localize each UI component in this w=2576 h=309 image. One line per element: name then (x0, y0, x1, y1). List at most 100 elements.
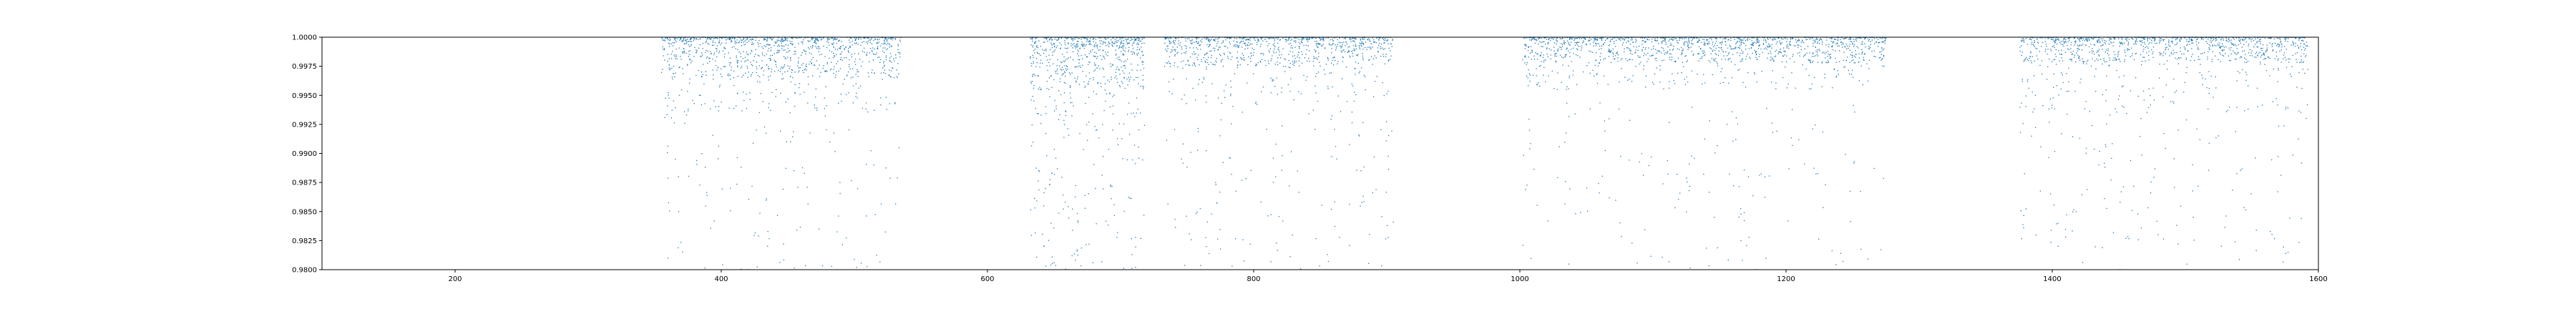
data-point (2114, 54, 2116, 55)
data-point (1554, 55, 1556, 57)
data-point (683, 48, 684, 49)
data-point (2114, 108, 2116, 109)
data-point (1129, 79, 1131, 80)
data-point (2106, 75, 2107, 77)
data-point (868, 37, 869, 39)
data-point (2283, 52, 2285, 54)
data-point (1629, 49, 1631, 51)
data-point (2194, 36, 2195, 39)
data-point (2113, 41, 2114, 43)
data-point (784, 37, 786, 39)
data-point (689, 38, 691, 39)
data-point (789, 49, 791, 52)
data-point (1815, 55, 1817, 57)
data-point (1383, 42, 1385, 44)
data-point (1784, 54, 1785, 56)
data-point (1603, 44, 1604, 46)
data-point (1741, 49, 1742, 51)
data-point (1343, 38, 1345, 39)
data-point (2098, 50, 2099, 52)
data-point (1245, 45, 1246, 46)
data-point (1216, 58, 1217, 59)
data-point (1123, 45, 1125, 46)
data-point (2198, 42, 2200, 44)
data-point (2191, 56, 2192, 57)
data-point (1317, 46, 1319, 48)
data-point (1094, 46, 1096, 47)
data-point (1111, 41, 1113, 43)
data-point (1621, 58, 1623, 59)
data-point (2263, 54, 2265, 56)
data-point (1556, 89, 1558, 90)
data-point (1056, 45, 1058, 46)
data-point (879, 62, 881, 63)
data-point (769, 37, 770, 39)
data-point (2242, 50, 2243, 52)
data-point (1213, 39, 1214, 41)
data-point (889, 103, 890, 104)
data-point (1114, 39, 1116, 41)
data-point (855, 39, 857, 41)
data-point (1361, 43, 1362, 44)
data-point (789, 68, 790, 69)
data-point (696, 38, 697, 39)
data-point (741, 41, 742, 43)
data-point (1536, 75, 1537, 77)
data-point (2299, 37, 2301, 39)
data-point (1197, 59, 1199, 61)
data-point (718, 52, 720, 54)
data-point (1263, 54, 1264, 56)
data-point (1313, 58, 1314, 59)
data-point (1741, 39, 1742, 41)
data-point (1312, 61, 1314, 62)
data-point (784, 39, 786, 41)
data-point (1342, 61, 1343, 62)
data-point (2140, 37, 2142, 39)
data-point (2041, 60, 2043, 62)
data-point (2278, 45, 2280, 46)
data-point (761, 60, 763, 62)
data-point (787, 47, 789, 49)
data-point (1664, 39, 1666, 40)
data-point (839, 68, 841, 69)
data-point (701, 52, 703, 54)
data-point (1270, 92, 1272, 94)
data-point (1311, 37, 1312, 39)
data-point (2298, 38, 2300, 39)
data-point (1566, 54, 1567, 55)
data-point (1717, 63, 1718, 64)
data-point (749, 53, 751, 54)
data-point (849, 46, 851, 48)
data-point (1201, 82, 1204, 83)
data-point (2117, 52, 2119, 54)
data-point (1315, 38, 1317, 39)
data-point (814, 41, 816, 43)
data-point (1566, 37, 1568, 39)
data-point (2028, 60, 2029, 62)
data-point (684, 51, 686, 52)
data-point (887, 42, 889, 44)
data-point (747, 67, 748, 69)
data-point (1817, 42, 1818, 44)
data-point (1045, 56, 1047, 57)
data-point (1230, 52, 1231, 54)
data-point (789, 76, 791, 77)
data-point (2219, 44, 2220, 46)
data-point (1380, 36, 1381, 39)
data-point (761, 67, 763, 69)
data-point (1868, 40, 1869, 41)
data-point (1203, 77, 1204, 78)
data-point (1068, 72, 1070, 74)
data-point (1246, 45, 1249, 46)
data-point (1193, 47, 1194, 49)
data-point (1672, 39, 1674, 40)
data-point (2253, 40, 2255, 41)
data-point (1642, 40, 1644, 41)
data-point (2210, 41, 2212, 43)
data-point (1626, 47, 1628, 49)
data-point (1822, 52, 1823, 54)
data-point (882, 47, 884, 49)
data-point (1042, 62, 1043, 64)
data-point (706, 39, 708, 41)
data-point (678, 94, 680, 96)
